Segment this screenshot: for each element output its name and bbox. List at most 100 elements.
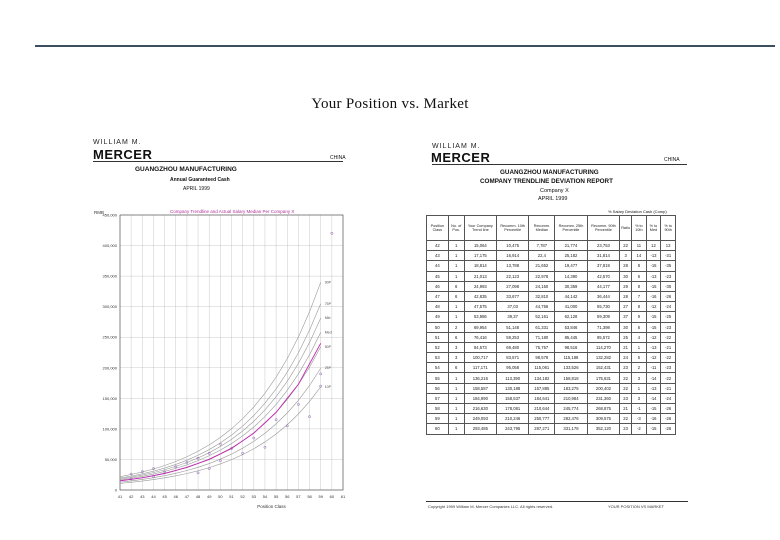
table-cell: -21 bbox=[660, 382, 676, 394]
x-tick-label: 47 bbox=[185, 494, 190, 499]
table-cell: 23 bbox=[619, 362, 633, 374]
x-tick-label: 41 bbox=[118, 494, 123, 499]
table-cell: 71,398 bbox=[586, 321, 621, 333]
table-cell: -26 bbox=[660, 402, 676, 415]
y-tick-label: 450,000 bbox=[103, 213, 118, 218]
table-cell: 21 bbox=[619, 402, 633, 415]
table-row: 42 1 15,064 10,475 7,787 21,774 23,753 22 11 12 13 bbox=[426, 239, 676, 252]
y-tick-label: 400,000 bbox=[103, 243, 118, 248]
table-cell: 37,03 bbox=[495, 301, 530, 313]
table-cell: -22 bbox=[660, 331, 676, 343]
actual-point bbox=[129, 472, 133, 476]
table-cell: -15 bbox=[645, 423, 662, 435]
x-tick-label: 51 bbox=[229, 494, 234, 499]
table-cell: 3 bbox=[631, 392, 647, 405]
table-cell: 1 bbox=[447, 239, 465, 252]
footer-copyright: Copyright 1999 William M. Mercer Compani… bbox=[428, 504, 554, 509]
table-row: 57 1 184,990 158,537 184,641 210,984 231,360 23… bbox=[426, 392, 676, 405]
actual-point bbox=[285, 424, 289, 428]
table-cell: 268,875 bbox=[586, 402, 621, 415]
y-tick-label: 250,000 bbox=[103, 335, 118, 340]
table-cell: 95,058 bbox=[495, 362, 530, 374]
table-cell: 71,180 bbox=[528, 331, 556, 343]
table-cell: 98,578 bbox=[528, 352, 556, 364]
table-cell: 33,677 bbox=[495, 290, 530, 303]
table-cell: 53,846 bbox=[554, 321, 588, 333]
table-cell: 59,309 bbox=[586, 311, 621, 323]
table-cell: 1 bbox=[447, 413, 465, 425]
table-cell: 184,990 bbox=[463, 392, 497, 405]
table-cell: -15 bbox=[645, 280, 662, 292]
table-cell: 19,477 bbox=[554, 260, 588, 272]
actual-point bbox=[263, 445, 267, 449]
table-cell: 22,4 bbox=[528, 250, 556, 262]
country-label: CHINA bbox=[664, 157, 680, 163]
table-cell: 49 bbox=[426, 311, 449, 323]
table-cell: 1 bbox=[447, 270, 465, 282]
table-cell: 98,516 bbox=[554, 341, 588, 354]
table-cell: 46 bbox=[426, 280, 449, 292]
table-cell: -15 bbox=[645, 321, 662, 333]
column-header: % to Med bbox=[645, 215, 662, 241]
column-header: Recomm. 25th Percentile bbox=[554, 215, 588, 241]
x-tick-label: 44 bbox=[151, 494, 156, 499]
table-cell: 29 bbox=[619, 280, 633, 292]
table-row: 51 6 76,416 59,253 71,180 85,445 95,572 25 4 -12-… bbox=[426, 331, 676, 343]
table-cell: 157,885 bbox=[528, 382, 556, 394]
table-cell: 53 bbox=[426, 352, 449, 364]
table-cell: 352,120 bbox=[586, 423, 621, 435]
curve-label: 25P bbox=[325, 366, 332, 370]
curve-label: 50P bbox=[325, 345, 332, 349]
table-cell: 14 bbox=[631, 250, 647, 262]
actual-point bbox=[297, 403, 300, 406]
table-cell: 183,275 bbox=[554, 382, 588, 394]
table-cell: 115,061 bbox=[528, 362, 556, 374]
column-header: Position Class bbox=[426, 215, 449, 241]
table-cell: 5 bbox=[631, 352, 647, 364]
actual-point bbox=[230, 447, 233, 450]
actual-point bbox=[319, 384, 323, 388]
table-cell: 55 bbox=[426, 372, 449, 384]
table-cell: 45 bbox=[426, 270, 449, 282]
y-axis-label: RMB bbox=[94, 210, 104, 215]
table-cell: 231,360 bbox=[586, 392, 621, 405]
market-curve bbox=[119, 282, 321, 478]
x-tick-label: 57 bbox=[296, 494, 301, 499]
table-cell: 50 bbox=[426, 321, 449, 333]
table-cell: 22 bbox=[619, 239, 633, 252]
y-tick-label: 350,000 bbox=[103, 274, 118, 279]
table-cell: 133,526 bbox=[554, 362, 588, 374]
table-cell: 4 bbox=[631, 331, 647, 343]
actual-point bbox=[241, 451, 244, 455]
table-cell: 1 bbox=[447, 311, 465, 323]
table-cell: 1 bbox=[447, 301, 465, 313]
x-tick-label: 59 bbox=[318, 494, 323, 499]
table-cell: 23 bbox=[619, 423, 633, 435]
table-cell: 37,819 bbox=[586, 260, 621, 272]
table-cell: 32,810 bbox=[528, 290, 556, 303]
table-cell: 51 bbox=[426, 331, 449, 343]
table-cell: -12 bbox=[645, 352, 662, 364]
table-cell: -26 bbox=[660, 290, 676, 303]
table-cell: 12 bbox=[645, 239, 662, 252]
table-cell: -12 bbox=[645, 301, 662, 313]
table-cell: -26 bbox=[660, 413, 676, 425]
table-cell: 178,081 bbox=[495, 402, 530, 415]
table-cell: 9 bbox=[631, 311, 647, 323]
table-cell: 210,984 bbox=[554, 392, 588, 405]
table-cell: 287,271 bbox=[528, 423, 556, 435]
x-tick-label: 55 bbox=[274, 494, 279, 499]
table-row: 54 6 117,171 95,058 115,061 133,526 152,431 23 2… bbox=[426, 362, 676, 374]
table-cell: 57 bbox=[426, 392, 449, 405]
table-row: 47 6 42,835 33,677 32,810 44,142 36,444 28 7 -16-… bbox=[426, 290, 676, 303]
x-tick-label: 53 bbox=[252, 494, 257, 499]
x-tick-label: 52 bbox=[240, 494, 245, 499]
table-cell: 25 bbox=[619, 331, 633, 343]
table-cell: 2 bbox=[631, 362, 647, 374]
table-cell: 59,253 bbox=[495, 331, 530, 343]
column-header: % to 90th bbox=[660, 215, 676, 241]
table-cell: 6 bbox=[631, 270, 647, 282]
doc-title: GUANGZHOU MANUFACTURING bbox=[500, 169, 599, 176]
doc-date: APRIL 1999 bbox=[538, 196, 568, 202]
table-row: 49 1 53,986 39,37 52,161 62,128 59,309 37 9 -15 -2… bbox=[426, 311, 676, 323]
